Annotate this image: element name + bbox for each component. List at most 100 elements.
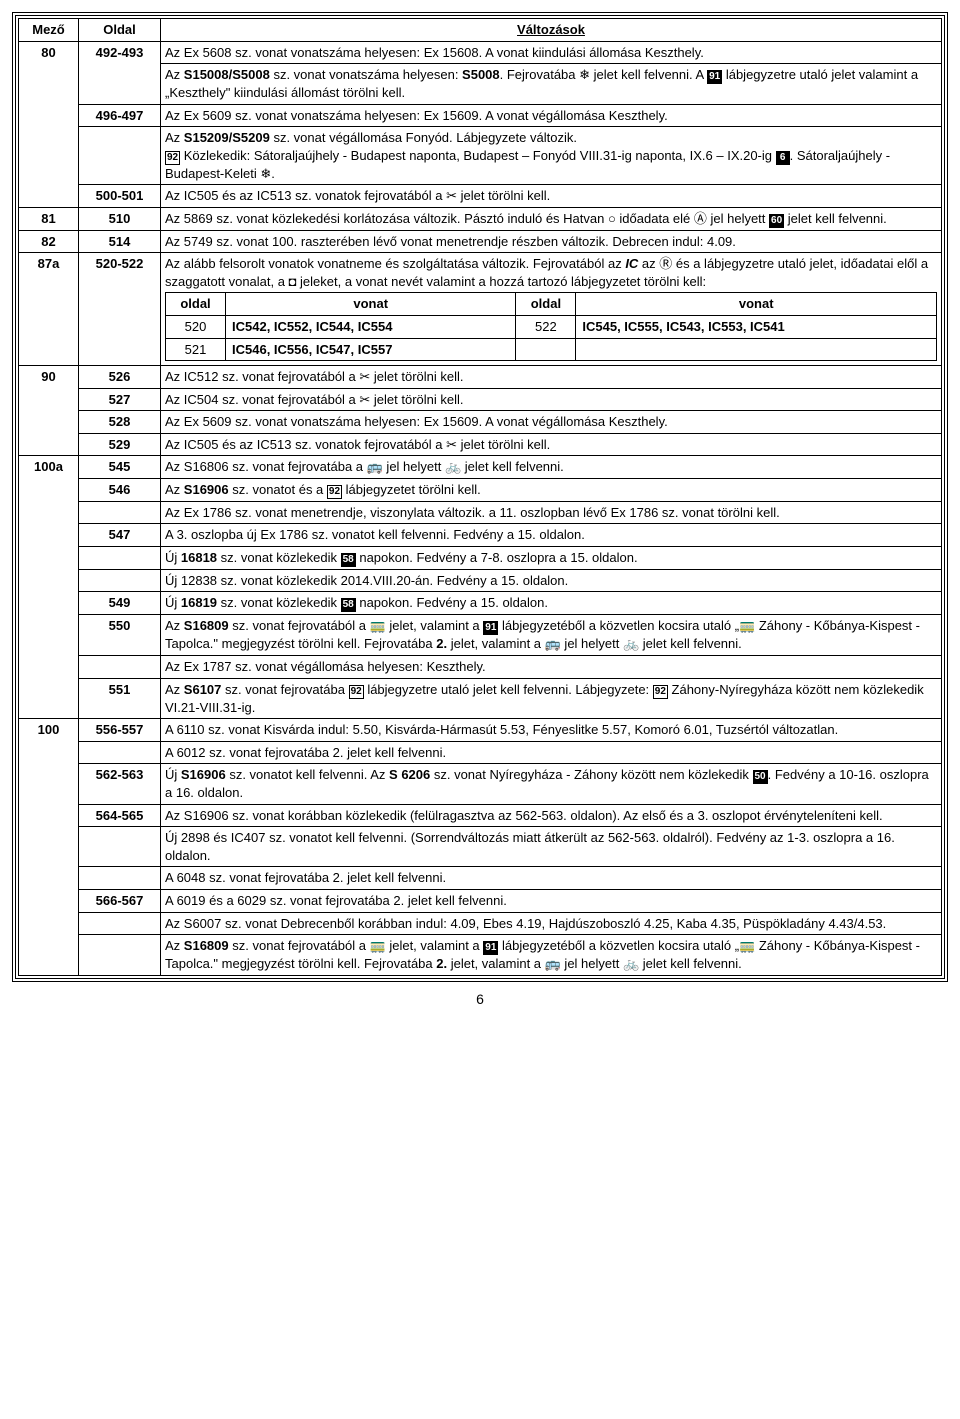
oldal-cell: [79, 867, 161, 890]
oldal-cell: 545: [79, 456, 161, 479]
oldal-cell: 550: [79, 615, 161, 656]
oldal-cell: 551: [79, 678, 161, 719]
oldal-cell: 546: [79, 478, 161, 501]
oldal-cell: 520-522: [79, 253, 161, 366]
oldal-cell: [79, 127, 161, 185]
change-text: Az 5869 sz. vonat közlekedési korlátozás…: [161, 207, 942, 230]
table-row: 566-567 A 6019 és a 6029 sz. vonat fejro…: [19, 889, 942, 912]
oldal-cell: [79, 501, 161, 524]
change-text: Új 2898 és IC407 sz. vonatot kell felven…: [161, 827, 942, 867]
header-oldal: Oldal: [79, 19, 161, 42]
mezo-cell: 81: [19, 207, 79, 230]
change-text: Az S16906 sz. vonat korábban közlekedik …: [161, 804, 942, 827]
table-row: A 6012 sz. vonat fejrovatába 2. jelet ke…: [19, 741, 942, 764]
change-text: A 3. oszlopba új Ex 1786 sz. vonatot kel…: [161, 524, 942, 547]
change-text: Az IC505 és az IC513 sz. vonatok fejrova…: [161, 185, 942, 208]
oldal-cell: 556-557: [79, 719, 161, 742]
inner-cell: [516, 338, 576, 361]
change-text: Az Ex 1786 sz. vonat menetrendje, viszon…: [161, 501, 942, 524]
oldal-cell: 529: [79, 433, 161, 456]
oldal-cell: 527: [79, 388, 161, 411]
change-text: Új 16819 sz. vonat közlekedik 58 napokon…: [161, 592, 942, 615]
table-row: Új 2898 és IC407 sz. vonatot kell felven…: [19, 827, 942, 867]
inner-cell: IC545, IC555, IC543, IC553, IC541: [576, 316, 937, 339]
change-text: Az IC512 sz. vonat fejrovatából a ✂ jele…: [161, 366, 942, 389]
table-row: 564-565 Az S16906 sz. vonat korábban köz…: [19, 804, 942, 827]
table-row: 80 492-493 Az Ex 5608 sz. vonat vonatszá…: [19, 41, 942, 64]
table-row: 496-497 Az Ex 5609 sz. vonat vonatszáma …: [19, 104, 942, 127]
table-row: 550 Az S16809 sz. vonat fejrovatából a 🚃…: [19, 615, 942, 656]
table-row: Az S15209/S5209 sz. vonat végállomása Fo…: [19, 127, 942, 185]
table-row: 551 Az S6107 sz. vonat fejrovatába 92 lá…: [19, 678, 942, 719]
change-text: Az S16809 sz. vonat fejrovatából a 🚃 jel…: [161, 935, 942, 976]
change-text: Az alább felsorolt vonatok vonatneme és …: [161, 253, 942, 366]
mezo-cell: 100: [19, 719, 79, 975]
change-text: Az S15209/S5209 sz. vonat végállomása Fo…: [161, 127, 942, 185]
page-number: 6: [12, 990, 948, 1009]
oldal-cell: 500-501: [79, 185, 161, 208]
table-row: 82 514 Az 5749 sz. vonat 100. raszterébe…: [19, 230, 942, 253]
oldal-cell: [79, 546, 161, 569]
change-text: Az S15008/S5008 sz. vonat vonatszáma hel…: [161, 64, 942, 105]
oldal-cell: 492-493: [79, 41, 161, 104]
oldal-cell: 562-563: [79, 764, 161, 805]
change-text: Az Ex 5609 sz. vonat vonatszáma helyesen…: [161, 411, 942, 434]
table-row: 100a 545 Az S16806 sz. vonat fejrovatába…: [19, 456, 942, 479]
table-row: Új 12838 sz. vonat közlekedik 2014.VIII.…: [19, 569, 942, 592]
change-text: A 6110 sz. vonat Kisvárda indul: 5.50, K…: [161, 719, 942, 742]
table-row: 547 A 3. oszlopba új Ex 1786 sz. vonatot…: [19, 524, 942, 547]
header-valtozasok: Változások: [161, 19, 942, 42]
oldal-cell: 547: [79, 524, 161, 547]
oldal-cell: [79, 935, 161, 976]
table-row: A 6048 sz. vonat fejrovatába 2. jelet ke…: [19, 867, 942, 890]
change-text: Az S16809 sz. vonat fejrovatából a 🚃 jel…: [161, 615, 942, 656]
oldal-cell: 510: [79, 207, 161, 230]
inner-cell: 520: [166, 316, 226, 339]
inner-cell: IC542, IC552, IC544, IC554: [226, 316, 516, 339]
change-text: Az Ex 1787 sz. vonat végállomása helyese…: [161, 656, 942, 679]
change-text: Az S16806 sz. vonat fejrovatába a 🚌 jel …: [161, 456, 942, 479]
mezo-cell: 82: [19, 230, 79, 253]
oldal-cell: [79, 912, 161, 935]
mezo-cell: 90: [19, 366, 79, 456]
table-row: 528 Az Ex 5609 sz. vonat vonatszáma hely…: [19, 411, 942, 434]
change-text: Az 5749 sz. vonat 100. raszterében lévő …: [161, 230, 942, 253]
oldal-cell: [79, 656, 161, 679]
mezo-cell: 100a: [19, 456, 79, 719]
change-text: Az S16906 sz. vonatot és a 92 lábjegyzet…: [161, 478, 942, 501]
table-row: 549 Új 16819 sz. vonat közlekedik 58 nap…: [19, 592, 942, 615]
inner-cell: IC546, IC556, IC547, IC557: [226, 338, 516, 361]
inner-cell: 522: [516, 316, 576, 339]
change-text: Az Ex 5609 sz. vonat vonatszáma helyesen…: [161, 104, 942, 127]
table-row: 500-501 Az IC505 és az IC513 sz. vonatok…: [19, 185, 942, 208]
table-row: 90 526 Az IC512 sz. vonat fejrovatából a…: [19, 366, 942, 389]
oldal-cell: 564-565: [79, 804, 161, 827]
mezo-cell: 80: [19, 41, 79, 207]
table-row: Az Ex 1787 sz. vonat végállomása helyese…: [19, 656, 942, 679]
oldal-cell: 528: [79, 411, 161, 434]
inner-cell: [576, 338, 937, 361]
oldal-cell: 514: [79, 230, 161, 253]
header-mezo: Mező: [19, 19, 79, 42]
change-text: Új 16818 sz. vonat közlekedik 58 napokon…: [161, 546, 942, 569]
header-row: Mező Oldal Változások: [19, 19, 942, 42]
table-row: Az Ex 1786 sz. vonat menetrendje, viszon…: [19, 501, 942, 524]
change-text: Az Ex 5608 sz. vonat vonatszáma helyesen…: [161, 41, 942, 64]
change-text: A 6048 sz. vonat fejrovatába 2. jelet ke…: [161, 867, 942, 890]
oldal-cell: 496-497: [79, 104, 161, 127]
oldal-cell: [79, 741, 161, 764]
table-row: 100 556-557 A 6110 sz. vonat Kisvárda in…: [19, 719, 942, 742]
oldal-cell: [79, 827, 161, 867]
change-text: Az IC504 sz. vonat fejrovatából a ✂ jele…: [161, 388, 942, 411]
inner-table: oldal vonat oldal vonat 520 IC542, IC552…: [165, 292, 937, 361]
change-text: Az S6007 sz. vonat Debrecenből korábban …: [161, 912, 942, 935]
table-row: 527 Az IC504 sz. vonat fejrovatából a ✂ …: [19, 388, 942, 411]
table-row: 87a 520-522 Az alább felsorolt vonatok v…: [19, 253, 942, 366]
change-text: A 6012 sz. vonat fejrovatába 2. jelet ke…: [161, 741, 942, 764]
change-text: Új S16906 sz. vonatot kell felvenni. Az …: [161, 764, 942, 805]
table-row: 81 510 Az 5869 sz. vonat közlekedési kor…: [19, 207, 942, 230]
mezo-cell: 87a: [19, 253, 79, 366]
change-text: Új 12838 sz. vonat közlekedik 2014.VIII.…: [161, 569, 942, 592]
oldal-cell: 549: [79, 592, 161, 615]
inner-head-oldal: oldal: [516, 293, 576, 316]
